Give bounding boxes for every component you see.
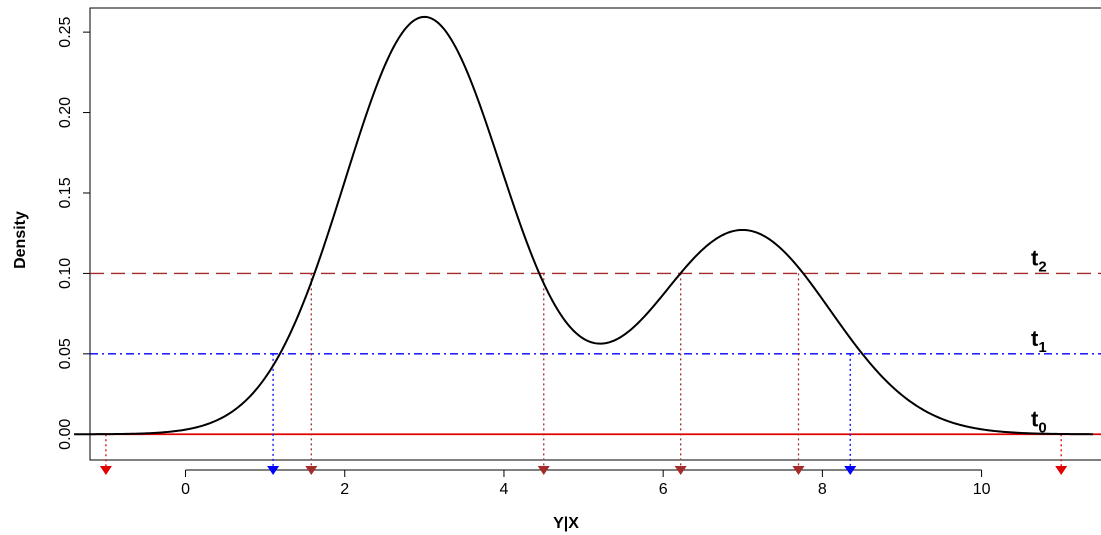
x-axis-title: Y|X [553, 515, 579, 532]
crossing-arrow [674, 466, 687, 475]
x-tick-label: 10 [973, 481, 991, 498]
threshold-label-t0: t0 [1031, 406, 1047, 436]
crossing-arrow [1055, 466, 1068, 475]
crossing-arrow [267, 466, 280, 475]
crossing-arrow [844, 466, 857, 475]
crossing-arrow [537, 466, 550, 475]
plot-area: 0.00 0.05 0.10 0.15 0.20 0.25 0 2 4 6 8 10 t0 t1 t2 [57, 7, 1101, 498]
y-tick-label: 0.25 [57, 16, 74, 47]
y-tick-label: 0.00 [57, 419, 74, 450]
density-curve [74, 15, 1094, 436]
crossing-arrow [99, 466, 112, 475]
threshold-label-t1: t1 [1031, 326, 1047, 356]
y-tick-label: 0.05 [57, 338, 74, 369]
plot-frame [89, 7, 1101, 461]
y-tick-label: 0.15 [57, 177, 74, 208]
threshold-label-t2: t2 [1031, 245, 1047, 275]
y-tick-label: 0.20 [57, 97, 74, 128]
y-tick-label: 0.10 [57, 258, 74, 289]
x-tick-label: 8 [818, 481, 827, 498]
x-tick-label: 4 [499, 481, 508, 498]
x-tick-label: 0 [181, 481, 190, 498]
crossing-arrow [792, 466, 805, 475]
y-axis-title: Density [12, 211, 29, 269]
x-tick-label: 2 [340, 481, 349, 498]
x-tick-label: 6 [659, 481, 668, 498]
crossing-arrow [305, 466, 318, 475]
